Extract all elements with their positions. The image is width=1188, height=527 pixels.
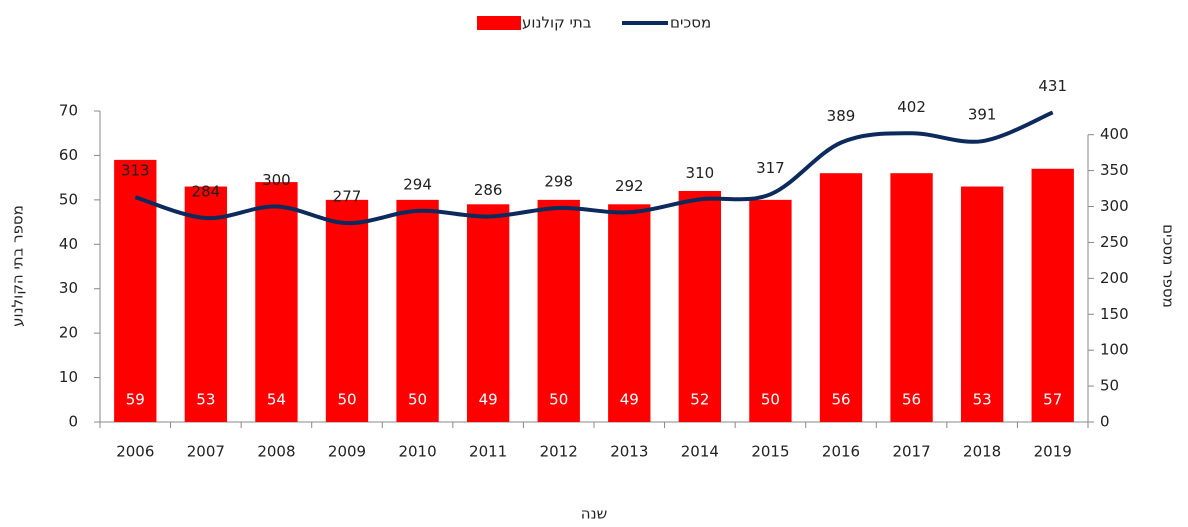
y2-tick-label: 400 bbox=[1100, 125, 1129, 143]
x-tick-label: 2013 bbox=[610, 443, 648, 461]
line-value-label: 313 bbox=[121, 162, 150, 180]
bar-value-label: 56 bbox=[831, 391, 850, 409]
x-tick-label: 2017 bbox=[892, 443, 930, 461]
line-value-label: 286 bbox=[474, 181, 503, 199]
bar bbox=[466, 204, 510, 422]
legend-label: בתי קולנוע bbox=[522, 14, 592, 32]
line-value-label: 284 bbox=[192, 183, 221, 201]
line-value-label: 389 bbox=[827, 107, 856, 125]
y-tick-label: 50 bbox=[59, 190, 78, 208]
bar bbox=[1031, 168, 1074, 422]
x-tick-label: 2012 bbox=[540, 443, 578, 461]
line bbox=[134, 110, 1054, 226]
y2-tick-label: 300 bbox=[1100, 197, 1129, 215]
bar bbox=[890, 173, 933, 422]
line-value-label: 298 bbox=[544, 172, 573, 190]
bar-value-label: 57 bbox=[1043, 391, 1062, 409]
y2-tick-label: 100 bbox=[1100, 341, 1129, 359]
x-tick-label: 2006 bbox=[116, 443, 154, 461]
line-value-label: 277 bbox=[333, 188, 362, 206]
y-tick-label: 30 bbox=[59, 279, 78, 297]
line-value-label: 294 bbox=[403, 175, 432, 193]
bar-value-label: 53 bbox=[973, 391, 992, 409]
legend-swatch bbox=[477, 16, 521, 30]
bar bbox=[396, 199, 439, 422]
bar bbox=[749, 199, 792, 422]
y2-axis-title: מספר מסכים bbox=[1160, 224, 1178, 308]
x-tick-label: 2015 bbox=[751, 443, 789, 461]
line-value-label: 317 bbox=[756, 159, 785, 177]
line-value-label: 431 bbox=[1038, 77, 1067, 95]
y-tick-label: 20 bbox=[59, 324, 78, 342]
bar bbox=[819, 173, 863, 422]
y-tick-label: 10 bbox=[59, 368, 78, 386]
y2-tick-label: 350 bbox=[1100, 161, 1129, 179]
bar bbox=[325, 199, 369, 422]
x-tick-label: 2007 bbox=[187, 443, 225, 461]
y-tick-label: 60 bbox=[59, 146, 78, 164]
x-tick-label: 2010 bbox=[398, 443, 436, 461]
bar-value-label: 52 bbox=[690, 391, 709, 409]
line-value-label: 402 bbox=[897, 98, 926, 116]
y-axis-title: מספר בתי הקולנוע bbox=[9, 205, 27, 327]
bar-value-label: 53 bbox=[196, 391, 215, 409]
y2-tick-label: 50 bbox=[1100, 377, 1119, 395]
x-tick-label: 2011 bbox=[469, 443, 507, 461]
bar-value-label: 59 bbox=[126, 391, 145, 409]
x-axis-title: שנה bbox=[581, 505, 607, 523]
bar bbox=[960, 186, 1004, 422]
bar bbox=[678, 190, 722, 422]
line-value-label: 310 bbox=[686, 164, 715, 182]
bar-value-label: 56 bbox=[902, 391, 921, 409]
line-value-label: 391 bbox=[968, 106, 997, 124]
bar-value-label: 50 bbox=[761, 391, 780, 409]
y-tick-label: 0 bbox=[68, 413, 78, 431]
bar-value-label: 49 bbox=[479, 391, 498, 409]
bar bbox=[255, 182, 298, 422]
y2-tick-label: 0 bbox=[1100, 413, 1110, 431]
bar-value-label: 50 bbox=[408, 391, 427, 409]
legend-label: מסכים bbox=[670, 14, 711, 32]
bar-value-label: 50 bbox=[337, 391, 356, 409]
line-value-label: 300 bbox=[262, 171, 291, 189]
x-tick-label: 2009 bbox=[328, 443, 366, 461]
y2-tick-label: 250 bbox=[1100, 233, 1129, 251]
y-tick-label: 40 bbox=[59, 235, 78, 253]
x-tick-label: 2016 bbox=[822, 443, 860, 461]
x-tick-label: 2014 bbox=[681, 443, 719, 461]
y2-tick-label: 150 bbox=[1100, 305, 1129, 323]
x-tick-label: 2008 bbox=[257, 443, 295, 461]
bar-value-label: 54 bbox=[267, 391, 286, 409]
x-tick-label: 2019 bbox=[1034, 443, 1072, 461]
bar bbox=[608, 204, 651, 422]
y2-tick-label: 200 bbox=[1100, 269, 1129, 287]
bar bbox=[184, 186, 228, 422]
line-value-label: 292 bbox=[615, 177, 644, 195]
bar bbox=[537, 199, 580, 422]
x-tick-label: 2018 bbox=[963, 443, 1001, 461]
bar-value-label: 50 bbox=[549, 391, 568, 409]
bar-value-label: 49 bbox=[620, 391, 639, 409]
y-tick-label: 70 bbox=[59, 102, 78, 120]
